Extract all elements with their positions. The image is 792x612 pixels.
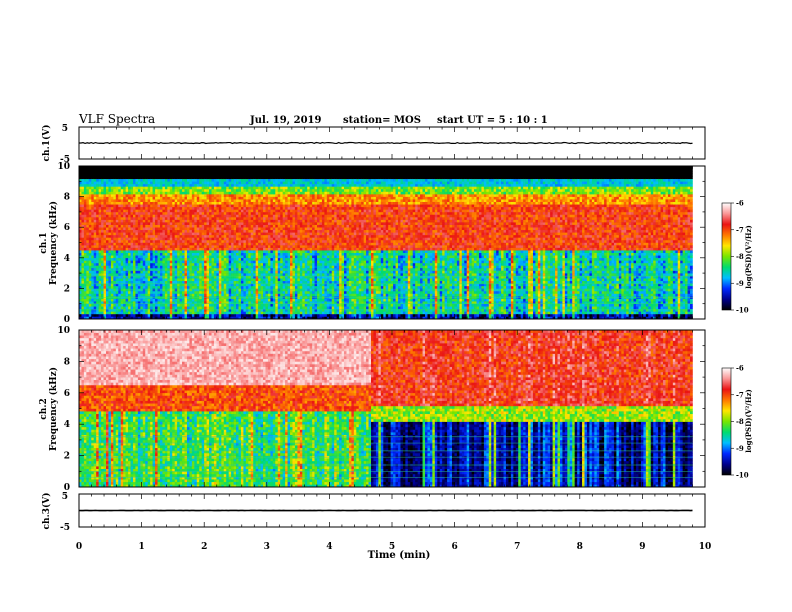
ch1-waveform-panel: 5 -5 ch.1(V) <box>41 124 706 165</box>
ch3-ylabel: ch.3(V) <box>41 493 52 530</box>
ch1-spectrogram-image <box>79 166 693 320</box>
frequency-tick-label: 8 <box>64 193 70 203</box>
x-tick-label: 8 <box>577 542 583 552</box>
x-tick-label: 0 <box>76 542 82 552</box>
ch3-waveform-panel: 5 -5 ch.3(V) <box>41 492 706 533</box>
ch3-ytick-top: 5 <box>62 492 68 502</box>
colorbar-tick-label: -10 <box>736 306 749 315</box>
frequency-tick-label: 6 <box>64 223 70 233</box>
x-tick-label: 9 <box>639 542 645 552</box>
frequency-tick-label: 8 <box>64 357 70 367</box>
date-label: Jul. 19, 2019 <box>249 115 322 126</box>
x-tick-label: 1 <box>138 542 144 552</box>
x-axis-tick-labels: 0 1 2 3 4 5 6 7 8 9 10 <box>76 542 711 552</box>
frequency-tick-label: 0 <box>64 483 70 493</box>
x-tick-label: 6 <box>451 542 457 552</box>
ch1-ytick-top: 5 <box>62 124 68 134</box>
colorbar-tick-label: -10 <box>736 471 749 480</box>
x-tick-label: 3 <box>264 542 270 552</box>
start-time-label: start UT = 5 : 10 : 1 <box>437 115 548 126</box>
frequency-tick-label: 2 <box>64 452 70 462</box>
colorbar-tick-label: -6 <box>736 364 744 373</box>
x-tick-label: 2 <box>201 542 207 552</box>
ch2-spectrogram-panel: 0 2 4 6 8 10 ch.2Frequency (kHz) <box>39 326 706 493</box>
ch2-colorbar: -6 -7 -8 -9 -10 log(PSD)(V²/Hz) <box>721 364 753 480</box>
ch1-ylabel: ch.1(V) <box>41 125 52 162</box>
x-axis-label: Time (min) <box>368 550 431 561</box>
frequency-tick-label: 6 <box>64 389 70 399</box>
colorbar-tick-label: -8 <box>736 417 744 426</box>
ch2-colorbar-label: log(PSD)(V²/Hz) <box>744 389 753 453</box>
ch1-spectrogram-panel: 0 2 4 6 8 10 ch.1Frequency (kHz) <box>39 162 706 325</box>
colorbar-tick-label: -9 <box>736 279 744 288</box>
x-tick-label: 4 <box>326 542 332 552</box>
colorbar-tick-label: -6 <box>736 199 744 208</box>
ch2-spectrogram-ylabel: ch.2Frequency (kHz) <box>39 367 59 451</box>
figure-title: VLF Spectra <box>78 112 155 126</box>
frequency-tick-label: 2 <box>64 284 70 294</box>
frequency-tick-label: 4 <box>64 254 70 264</box>
colorbar-tick-label: -7 <box>736 390 744 399</box>
colorbar-tick-label: -9 <box>736 444 744 453</box>
x-tick-label: 10 <box>699 542 712 552</box>
ch1-colorbar-label: log(PSD)(V²/Hz) <box>744 225 753 289</box>
ch1-spectrogram-ylabel: ch.1Frequency (kHz) <box>39 201 59 285</box>
ch3-ytick-bottom: -5 <box>60 523 70 533</box>
colorbar-tick-label: -7 <box>736 225 744 234</box>
frequency-tick-label: 10 <box>57 326 70 336</box>
ch2-spectrogram-image <box>79 330 693 488</box>
colorbar-tick-label: -8 <box>736 252 744 261</box>
ch1-ytick-bottom: -5 <box>60 155 70 165</box>
frequency-tick-label: 0 <box>64 315 70 325</box>
ch1-waveform-line <box>78 141 693 145</box>
frequency-tick-label: 10 <box>57 162 70 172</box>
ch1-colorbar: -6 -7 -8 -9 -10 log(PSD)(V²/Hz) <box>721 199 753 315</box>
x-tick-label: 5 <box>389 542 395 552</box>
frequency-tick-label: 4 <box>64 420 70 430</box>
station-label: station= MOS <box>343 115 421 126</box>
x-tick-label: 7 <box>514 542 520 552</box>
